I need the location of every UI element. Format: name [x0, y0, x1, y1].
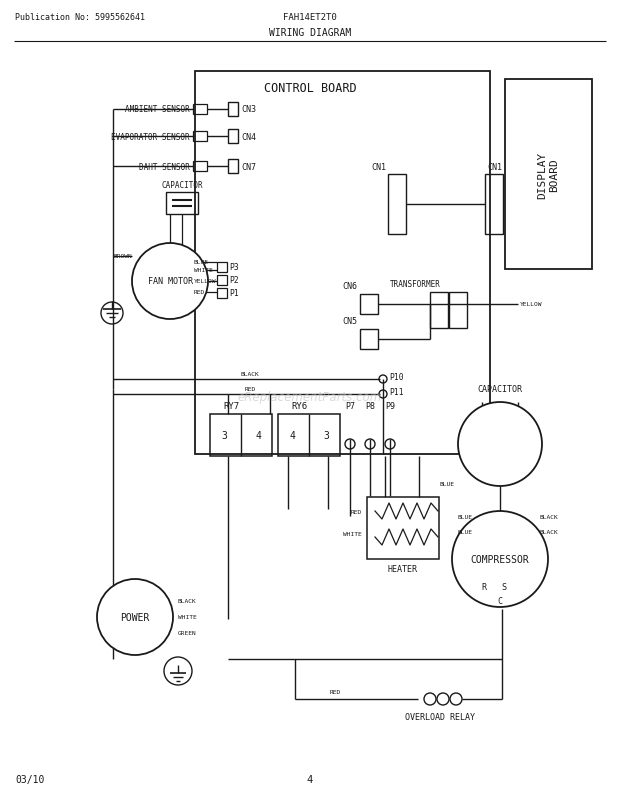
Text: BROWN: BROWN — [114, 254, 133, 259]
Bar — [193, 132, 207, 142]
Text: CONTROL BOARD: CONTROL BOARD — [264, 81, 356, 95]
Text: P9: P9 — [385, 402, 395, 411]
Text: OVERLOAD RELAY: OVERLOAD RELAY — [405, 713, 475, 722]
Circle shape — [458, 403, 542, 486]
Text: RED: RED — [194, 290, 205, 295]
Bar — [388, 175, 406, 235]
Text: 3: 3 — [221, 431, 227, 440]
Bar — [195, 72, 490, 455]
Text: YELLOW: YELLOW — [194, 279, 216, 284]
Text: P1: P1 — [229, 290, 239, 298]
Text: RED: RED — [330, 690, 341, 695]
Text: Publication No: 5995562641: Publication No: 5995562641 — [15, 14, 145, 22]
Text: WIRING DIAGRAM: WIRING DIAGRAM — [269, 28, 351, 38]
Text: BLACK: BLACK — [178, 599, 197, 604]
Text: BLUE: BLUE — [458, 515, 473, 520]
Text: CN6: CN6 — [342, 282, 357, 291]
Text: COMPRESSOR: COMPRESSOR — [471, 554, 529, 565]
Text: BLACK: BLACK — [540, 530, 559, 535]
Text: GREEN: GREEN — [178, 630, 197, 636]
Text: CN5: CN5 — [342, 317, 357, 326]
Bar — [430, 293, 448, 329]
Text: eReplacementParts.com: eReplacementParts.com — [238, 391, 382, 404]
Text: CN1: CN1 — [487, 162, 502, 172]
Bar — [367, 497, 439, 559]
Circle shape — [452, 512, 548, 607]
Bar — [505, 80, 592, 269]
Text: P8: P8 — [365, 402, 375, 411]
Text: P3: P3 — [229, 263, 239, 272]
Bar — [217, 289, 227, 298]
Bar — [217, 263, 227, 273]
Text: WHITE: WHITE — [343, 532, 362, 537]
Text: 03/10: 03/10 — [15, 774, 45, 784]
Text: S: S — [502, 583, 507, 592]
Text: CN3: CN3 — [241, 105, 256, 115]
Text: 4: 4 — [289, 431, 295, 440]
Bar — [193, 105, 207, 115]
Bar — [360, 294, 378, 314]
Text: 3: 3 — [323, 431, 329, 440]
Text: BLACK: BLACK — [241, 372, 259, 377]
Text: EVAPORATOR SENSOR: EVAPORATOR SENSOR — [112, 132, 190, 141]
Text: BLUE: BLUE — [440, 482, 455, 487]
Text: FAH14ET2T0: FAH14ET2T0 — [283, 14, 337, 22]
Bar — [228, 103, 238, 117]
Text: CAPACITOR: CAPACITOR — [161, 180, 203, 189]
Bar — [485, 175, 503, 235]
Text: RED: RED — [351, 510, 362, 515]
Text: TRANSFORMER: TRANSFORMER — [390, 280, 441, 290]
Text: P7: P7 — [345, 402, 355, 411]
Circle shape — [97, 579, 173, 655]
Text: HEATER: HEATER — [388, 565, 418, 573]
Bar — [193, 162, 207, 172]
Text: FAN MOTOR: FAN MOTOR — [148, 277, 192, 286]
Text: BLUE: BLUE — [458, 530, 473, 535]
Text: 4: 4 — [307, 774, 313, 784]
Text: BLUE: BLUE — [194, 260, 209, 265]
Circle shape — [132, 244, 208, 320]
Bar — [210, 415, 272, 456]
Text: CAPACITOR: CAPACITOR — [477, 385, 523, 394]
Text: WHITE: WHITE — [178, 615, 197, 620]
Bar — [217, 276, 227, 286]
Text: P10: P10 — [389, 373, 404, 382]
Bar — [360, 330, 378, 350]
Text: BLACK: BLACK — [540, 515, 559, 520]
Text: AMBIENT SENSOR: AMBIENT SENSOR — [125, 105, 190, 115]
Bar — [166, 192, 198, 215]
Text: R: R — [482, 583, 487, 592]
Text: WHITE: WHITE — [194, 268, 213, 273]
Bar — [228, 160, 238, 174]
Text: CN1: CN1 — [371, 162, 386, 172]
Text: RED: RED — [244, 387, 255, 392]
Text: P2: P2 — [229, 276, 239, 286]
Text: DISPLAY
BOARD: DISPLAY BOARD — [537, 152, 559, 198]
Bar — [228, 130, 238, 144]
Text: YELLOW: YELLOW — [520, 302, 542, 307]
Text: P11: P11 — [389, 388, 404, 397]
Text: CN4: CN4 — [241, 132, 256, 141]
Text: 4: 4 — [255, 431, 261, 440]
Text: POWER: POWER — [120, 612, 149, 622]
Text: RY7: RY7 — [223, 402, 239, 411]
Text: C: C — [497, 597, 502, 606]
Text: DAHT SENSOR: DAHT SENSOR — [139, 162, 190, 172]
Bar — [278, 415, 340, 456]
Text: CN7: CN7 — [241, 162, 256, 172]
Bar — [449, 293, 467, 329]
Text: RY6: RY6 — [291, 402, 307, 411]
